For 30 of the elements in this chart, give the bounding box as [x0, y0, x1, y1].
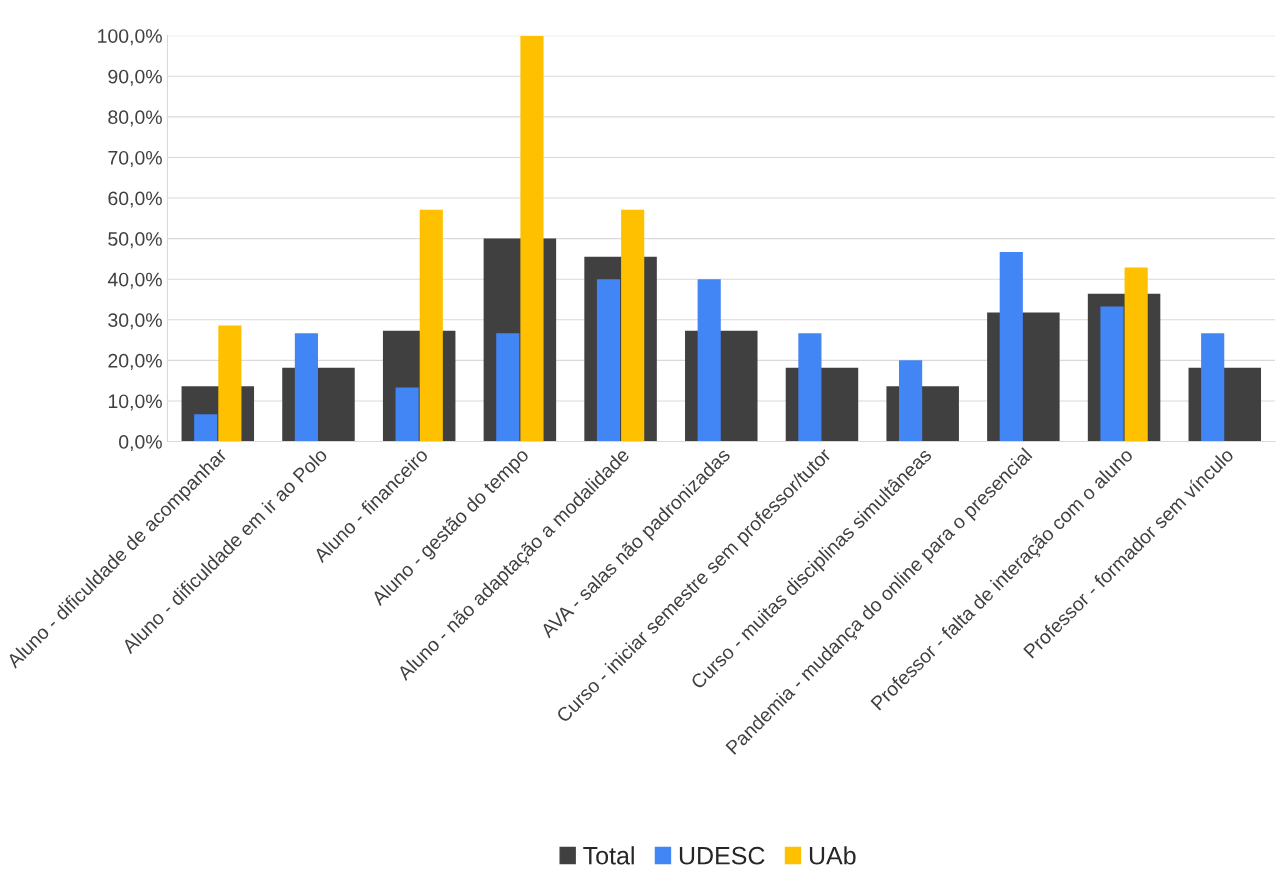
bar — [194, 414, 218, 442]
y-tick-label: 30,0% — [108, 313, 162, 330]
bar — [697, 279, 721, 442]
bar — [294, 333, 318, 442]
bar — [496, 333, 520, 442]
bar — [1201, 333, 1225, 442]
bar — [596, 279, 621, 442]
bar — [218, 325, 242, 442]
y-tick-label: 100,0% — [98, 29, 162, 46]
y-tick-label: 40,0% — [107, 272, 162, 289]
y-tick-label: 10,0% — [108, 394, 162, 411]
y-tick-label: 60,0% — [108, 191, 162, 208]
legend-label: UAb — [809, 846, 856, 865]
bar — [621, 209, 645, 442]
bar — [520, 35, 544, 442]
bar — [798, 333, 822, 442]
legend-label: UDESC — [679, 846, 765, 865]
bar — [395, 387, 419, 442]
bar — [419, 209, 443, 442]
legend-label: Total — [583, 846, 634, 865]
y-tick-label: 70,0% — [108, 150, 162, 167]
bar — [899, 360, 923, 442]
bar — [1100, 306, 1124, 442]
y-tick-label: 50,0% — [108, 232, 162, 249]
y-tick-label: 0,0% — [119, 435, 162, 452]
bar — [1124, 267, 1148, 442]
y-tick-label: 90,0% — [108, 69, 162, 86]
y-tick-label: 80,0% — [108, 110, 162, 127]
y-tick-label: 20,0% — [108, 353, 162, 370]
bar — [999, 252, 1023, 442]
